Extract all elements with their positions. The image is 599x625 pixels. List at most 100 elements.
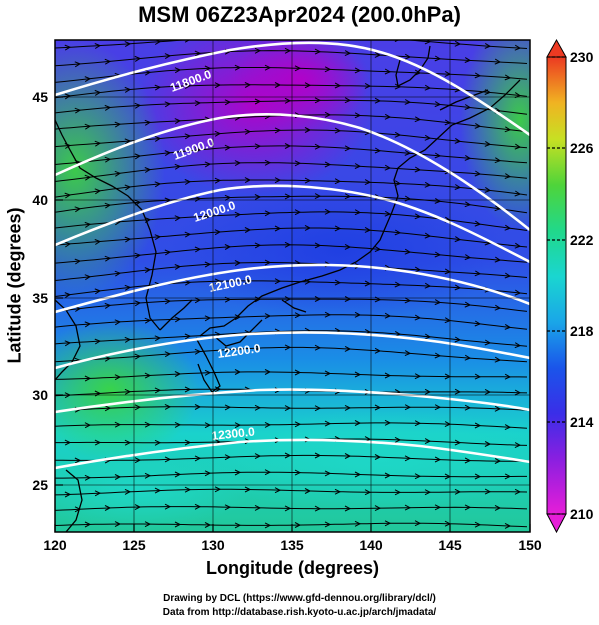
streamline-arrow: [294, 209, 302, 216]
streamline-arrow: [174, 421, 182, 428]
streamline-arrow: [474, 373, 482, 380]
streamline-arrow: [474, 320, 482, 327]
streamline-arrow: [224, 346, 232, 353]
streamline-arrow: [154, 234, 162, 241]
streamline-arrow: [394, 489, 402, 496]
streamline-arrow: [324, 66, 332, 73]
streamline-arrow: [344, 296, 352, 302]
streamline-arrow: [274, 225, 282, 232]
streamline-arrow: [204, 161, 212, 168]
streamline-arrow: [264, 313, 272, 320]
streamline-arrow: [364, 489, 372, 496]
streamline-arrow: [314, 296, 322, 302]
streamline-arrow: [274, 487, 282, 494]
colorbar-bottom-arrow: [546, 513, 567, 534]
streamline-arrow: [284, 344, 292, 351]
streamline-arrow: [324, 311, 332, 318]
streamline-arrow: [354, 420, 362, 426]
streamline-arrow: [494, 405, 502, 412]
streamline-arrow: [154, 335, 162, 342]
streamline-arrow: [64, 93, 72, 100]
streamline-arrow: [494, 157, 502, 164]
streamline-arrow: [384, 372, 392, 379]
streamline-arrow: [504, 74, 512, 81]
streamline-arrow: [84, 221, 92, 228]
streamline-arrow: [144, 521, 152, 528]
streamline-arrow: [84, 375, 92, 382]
streamline-arrow: [224, 99, 232, 106]
streamline-arrow: [174, 521, 182, 528]
streamline-arrow: [284, 97, 292, 104]
streamline-arrow: [294, 522, 302, 528]
streamline-arrow: [164, 503, 172, 510]
streamline-arrow: [104, 255, 112, 262]
streamline-arrow: [214, 177, 222, 184]
streamline-arrow: [374, 454, 382, 460]
streamline-arrow: [244, 128, 252, 135]
streamline-arrow: [344, 97, 352, 104]
streamline-arrow: [514, 289, 522, 296]
streamline-arrow: [504, 126, 512, 133]
streamline-arrow: [314, 193, 322, 200]
streamline-arrow: [274, 127, 282, 134]
streamline-arrow: [454, 184, 462, 190]
streamline-arrow: [284, 505, 292, 512]
streamline-arrow: [214, 386, 222, 393]
data-source-credit: Data from http://database.rish.kyoto-u.a…: [162, 607, 437, 618]
streamline-arrow: [314, 97, 322, 104]
streamline-arrow: [174, 316, 182, 323]
streamline-arrow: [174, 67, 182, 74]
streamline-arrow: [244, 227, 252, 233]
streamline-arrow: [384, 68, 392, 75]
streamline-arrow: [204, 315, 212, 322]
streamline-arrow: [344, 505, 352, 512]
streamline-arrow: [414, 314, 422, 321]
streamline-arrow: [144, 167, 152, 173]
streamline-arrow: [394, 40, 400, 42]
streamline-arrow: [254, 98, 262, 105]
streamline-arrow: [184, 333, 192, 340]
streamline-arrow: [374, 246, 382, 253]
streamline-arrow: [304, 488, 312, 494]
streamline-arrow: [344, 193, 352, 200]
streamline-arrow: [464, 201, 472, 208]
streamline-arrow: [504, 173, 512, 179]
streamline-arrow: [404, 297, 412, 304]
streamline-arrow: [124, 86, 132, 93]
streamline-arrow: [114, 170, 122, 177]
streamline-arrow: [134, 55, 142, 62]
streamline-arrow: [284, 47, 292, 54]
streamline-arrow: [84, 521, 92, 528]
streamline-arrow: [104, 302, 112, 309]
streamline-arrow: [354, 209, 362, 216]
streamline-arrow: [344, 243, 352, 250]
streamline-arrow: [154, 439, 162, 446]
streamline-arrow: [134, 102, 142, 109]
streamline-arrow: [414, 213, 422, 220]
streamline-arrow: [344, 145, 352, 152]
streamline-arrow: [234, 469, 242, 476]
streamline-arrow: [374, 51, 382, 58]
streamline-arrow: [164, 53, 172, 60]
streamline-arrow: [514, 488, 522, 495]
streamline-arrow: [124, 439, 132, 446]
streamline-arrow: [374, 404, 382, 411]
streamline-arrow: [204, 470, 212, 477]
streamline-arrow: [284, 193, 292, 200]
streamline-arrow: [244, 486, 252, 493]
streamline-arrow: [324, 470, 332, 477]
streamline-arrow: [94, 188, 102, 195]
streamline-arrow: [194, 503, 202, 510]
streamline-arrow: [284, 143, 292, 149]
streamline-arrow: [244, 177, 252, 184]
streamline-arrow: [164, 403, 172, 410]
streamline-arrow: [245, 33, 250, 38]
streamline-arrow: [264, 522, 272, 529]
streamline-arrow: [284, 241, 292, 248]
streamline-arrow: [184, 486, 192, 493]
streamline-arrow: [434, 456, 442, 463]
streamline-arrow: [464, 404, 472, 411]
streamline-arrow: [384, 210, 392, 217]
streamline-arrow: [424, 134, 432, 141]
streamline-arrow: [224, 454, 232, 461]
